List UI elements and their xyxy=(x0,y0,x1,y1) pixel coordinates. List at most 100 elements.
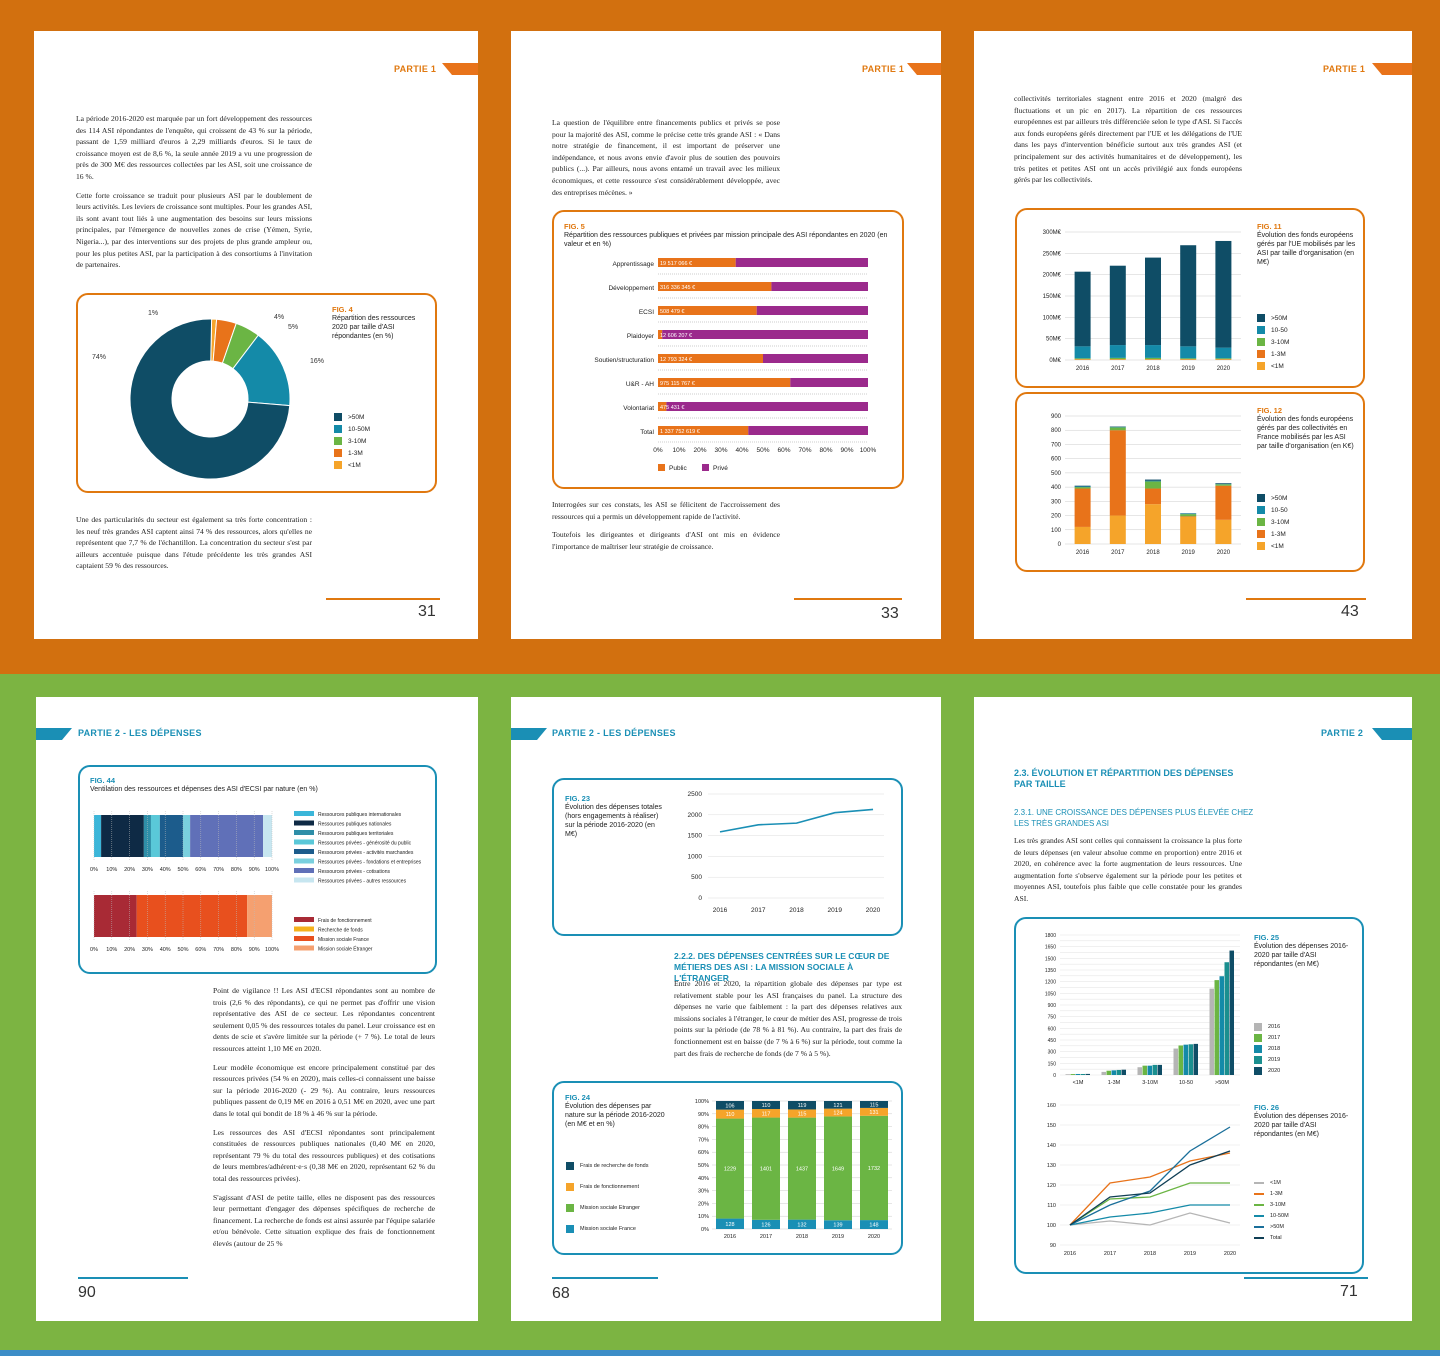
body-text: La question de l'équilibre entre finance… xyxy=(552,117,780,205)
tick-label: 10% xyxy=(698,1214,709,1220)
legend-swatch xyxy=(334,413,342,421)
legend-label: Public xyxy=(669,465,687,472)
data-label: 106 xyxy=(725,1103,734,1109)
bar xyxy=(1111,1070,1116,1075)
tick-label: 1200 xyxy=(1045,980,1056,986)
grouped-bar-chart: 0 150 300 450 600 750 900 1050 1200 1350 1500 1650 1… xyxy=(1045,933,1240,1086)
bar xyxy=(1224,962,1229,1075)
category-label: 2017 xyxy=(760,1234,772,1240)
bar-segment xyxy=(1074,346,1091,359)
paragraph: La période 2016-2020 est marquée par un … xyxy=(76,114,312,181)
figure-title: FIG. 12 Évolution des fonds européens gé… xyxy=(1257,406,1357,451)
figure-23-box: FIG. 23 Évolution des dépenses totales (… xyxy=(552,778,903,936)
paragraph: S'agissant d'ASI de petite taille, elles… xyxy=(213,1192,435,1248)
tick-label: 500 xyxy=(1051,471,1062,477)
tick-label: 80% xyxy=(819,447,832,454)
tick-label: 1500 xyxy=(688,833,703,840)
legend-swatch xyxy=(294,926,314,932)
paragraph: Les très grandes ASI sont celles qui con… xyxy=(1014,836,1242,903)
bar-segment xyxy=(824,1101,852,1109)
legend-swatch xyxy=(1257,542,1265,550)
tick-label: 50% xyxy=(177,947,188,953)
bar-segment xyxy=(788,1117,816,1220)
bar-segment xyxy=(1215,240,1232,348)
body-text: Point de vigilance !! Les ASI d'ECSI rép… xyxy=(213,985,435,1256)
data-label: 1% xyxy=(148,310,158,317)
category-label: >50M xyxy=(1215,1080,1229,1086)
category-label: 2016 xyxy=(1076,550,1090,556)
category-label: 2019 xyxy=(1182,550,1196,556)
data-label: 128 xyxy=(725,1222,734,1228)
figure-number: FIG. 25 xyxy=(1254,933,1280,942)
bar-prive xyxy=(666,402,868,411)
tick-label: 450 xyxy=(1048,1038,1057,1044)
legend-label: 3-10M xyxy=(1270,1201,1286,1208)
paragraph: collectivités territoriales stagnent ent… xyxy=(1014,94,1242,185)
bar-segment xyxy=(1180,514,1197,517)
tick-label: 100% xyxy=(695,1099,709,1105)
legend-swatch xyxy=(334,449,342,457)
bar xyxy=(1219,976,1224,1075)
tick-label: 80% xyxy=(231,867,242,873)
legend-label: Ressources privées - cotisations xyxy=(318,869,390,875)
legend-item: 3-10M xyxy=(334,435,370,447)
data-label: 1 337 752 619 € xyxy=(660,429,700,435)
bar-segment xyxy=(1180,245,1197,347)
bar-segment xyxy=(150,815,160,857)
data-label: 115 xyxy=(870,1102,879,1108)
bar xyxy=(1070,1074,1075,1075)
footer-rule xyxy=(78,1277,188,1279)
data-label: 1229 xyxy=(724,1167,736,1173)
figure-caption: Évolution des dépenses par nature sur la… xyxy=(565,1103,665,1128)
legend-item: <1M xyxy=(1257,540,1289,552)
page-31: PARTIE 1 La période 2016-2020 est marqué… xyxy=(34,31,478,639)
legend-item: Frais de fonctionnement xyxy=(566,1176,648,1197)
bar xyxy=(1080,1073,1085,1075)
data-label: 316 336 345 € xyxy=(660,285,695,291)
legend-item: <1M xyxy=(1254,1177,1289,1188)
legend-label: 2017 xyxy=(1268,1034,1281,1041)
figure-caption: Évolution des dépenses 2016-2020 par tai… xyxy=(1254,943,1349,968)
bar-public xyxy=(658,282,772,291)
paragraph: Interrogées sur ces constats, les ASI se… xyxy=(552,500,780,521)
page-33: PARTIE 1 La question de l'équilibre entr… xyxy=(511,31,941,639)
bar xyxy=(1183,1044,1188,1075)
tick-label: 60% xyxy=(698,1150,709,1156)
series-line xyxy=(1069,1204,1230,1226)
series-line xyxy=(719,808,874,833)
figure-number: FIG. 4 xyxy=(332,305,353,314)
donut-chart: 74% 16% 5% 4% 1% xyxy=(92,310,324,480)
tick-label: 20% xyxy=(693,447,706,454)
legend-swatch xyxy=(566,1182,574,1191)
figure-caption: Répartition des ressources 2020 par tail… xyxy=(332,315,416,340)
tick-label: 50% xyxy=(756,447,769,454)
tick-label: 0% xyxy=(701,1227,709,1233)
category-label: 1-3M xyxy=(1108,1080,1121,1086)
chart-legend: >50M 10-50M 3-10M 1-3M <1M xyxy=(334,411,370,471)
header-ribbon xyxy=(907,63,941,75)
data-label: 110 xyxy=(762,1103,771,1109)
category-label: 2018 xyxy=(796,1234,808,1240)
tick-label: 60% xyxy=(195,867,206,873)
bar-segment xyxy=(1180,346,1197,359)
legend-item: 2018 xyxy=(1254,1043,1280,1054)
bar xyxy=(1121,1069,1126,1075)
figure-number: FIG. 11 xyxy=(1257,222,1282,231)
footer-rule xyxy=(1244,1277,1368,1279)
figure-title: FIG. 25 Évolution des dépenses 2016-2020… xyxy=(1254,933,1354,969)
legend-item: >50M xyxy=(1254,1221,1289,1232)
figure-title: FIG. 24 Évolution des dépenses par natur… xyxy=(565,1093,665,1129)
bar-public xyxy=(658,258,736,267)
page-71: PARTIE 2 2.3. ÉVOLUTION ET RÉPARTITION D… xyxy=(974,697,1412,1321)
legend-label: 2020 xyxy=(1268,1067,1281,1074)
legend-label: 3-10M xyxy=(348,437,367,445)
figure-number: FIG. 26 xyxy=(1254,1103,1280,1112)
tick-label: 600 xyxy=(1051,457,1062,463)
bar-segment xyxy=(860,1115,888,1221)
data-label: 16% xyxy=(310,358,324,365)
figure-number: FIG. 12 xyxy=(1257,406,1283,415)
bar-segment xyxy=(1145,345,1161,358)
footer-rule xyxy=(552,1277,658,1279)
bar xyxy=(1229,950,1234,1075)
tick-label: 70% xyxy=(798,447,811,454)
